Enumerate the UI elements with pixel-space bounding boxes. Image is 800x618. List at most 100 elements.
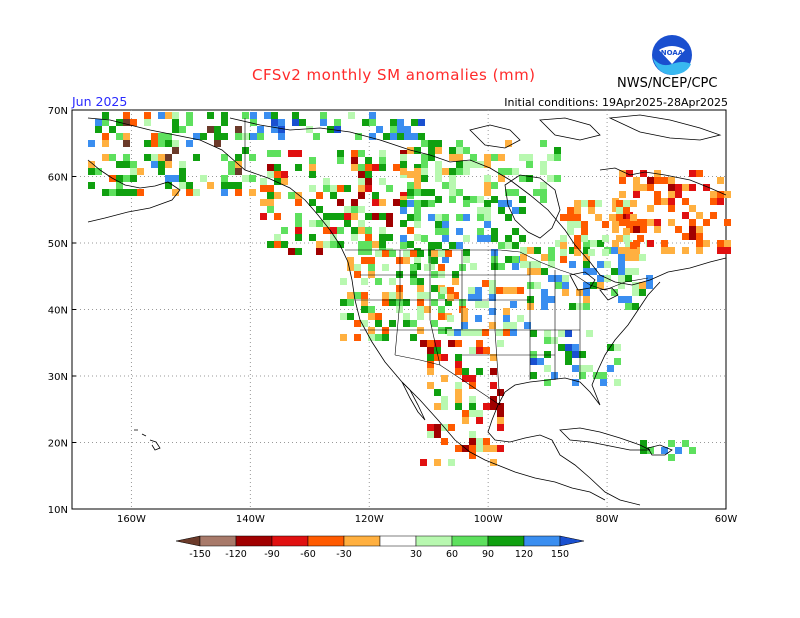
anomaly-cell [647,219,654,226]
anomaly-cell [696,170,703,177]
lon-tick-label: 140W [236,514,265,525]
anomaly-cell [428,242,435,249]
anomaly-cell [682,247,689,254]
anomaly-cell [489,280,496,287]
anomaly-cell [484,214,491,221]
cuba [559,427,651,451]
anomaly-cell [347,257,354,264]
anomaly-cell [675,226,682,233]
anomaly-cell [365,164,372,171]
anomaly-cell [661,447,668,454]
anomaly-cell [562,282,569,289]
anomaly-cell [510,301,517,308]
anomaly-cell [668,247,675,254]
anomaly-cell [130,161,137,168]
legend-swatch [487,535,525,547]
anomaly-cell [496,329,503,336]
anomaly-cell [477,235,484,242]
anomaly-cell [368,264,375,271]
anomaly-cell [179,126,186,133]
anomaly-cell [271,119,278,126]
anomaly-cell [565,358,572,365]
anomaly-cell [468,287,475,294]
anomaly-cell [459,264,466,271]
anomaly-cell [558,344,565,351]
anomaly-cell [424,264,431,271]
anomaly-cell [334,119,341,126]
anomaly-cell [639,289,646,296]
anomaly-cell [361,299,368,306]
anomaly-cell [468,294,475,301]
anomaly-cell [306,126,313,133]
noaa-logo-icon: NOAA [652,35,692,75]
anomaly-cell [330,227,337,234]
anomaly-cell [421,189,428,196]
anomaly-cell [144,140,151,147]
anomaly-cell [337,199,344,206]
anomaly-cell [476,368,483,375]
anomaly-cell [583,268,590,275]
anomaly-cell [400,154,407,161]
anomaly-cell [520,247,527,254]
anomaly-cell [646,282,653,289]
anomaly-cell [109,189,116,196]
anomaly-cell [569,303,576,310]
anomaly-cell [295,227,302,234]
anomaly-cell [313,133,320,140]
anomaly-cell [633,191,640,198]
anomaly-cell [527,268,534,275]
anomaly-cell [123,154,130,161]
anomaly-cell [179,161,186,168]
anomaly-cell [475,287,482,294]
anomaly-cell [382,292,389,299]
anomaly-cell [447,294,454,301]
anomaly-cell [470,196,477,203]
anomaly-cell [438,264,445,271]
anomaly-cell [602,235,609,242]
legend-label: 150 [551,549,569,560]
anomaly-cell [646,275,653,282]
anomaly-cell [274,213,281,220]
anomaly-cell [372,192,379,199]
anomaly-cell [249,175,256,182]
anomaly-cell [123,175,130,182]
legend-label: -30 [336,549,352,560]
anomaly-cell [249,189,256,196]
anomaly-cell [710,212,717,219]
anomaly-cell [682,212,689,219]
anomaly-cell [503,315,510,322]
anomaly-cell [434,347,441,354]
anomaly-cell [347,313,354,320]
anomaly-cell [484,154,491,161]
anomaly-cell [574,214,581,221]
anomaly-cell [537,358,544,365]
anomaly-cell [361,278,368,285]
anomaly-cell [410,264,417,271]
anomaly-cell [560,256,567,263]
anomaly-cell [448,340,455,347]
anomaly-cell [482,280,489,287]
anomaly-cell [179,182,186,189]
anomaly-cell [295,234,302,241]
anomaly-cell [654,198,661,205]
anomaly-cell [534,282,541,289]
anomaly-cell [130,189,137,196]
anomaly-cell [323,185,330,192]
anomaly-cell [618,254,625,261]
anomaly-cell [470,263,477,270]
anomaly-cell [407,241,414,248]
anomaly-cell [424,292,431,299]
anomaly-cell [421,154,428,161]
logo-text: NOAA [661,49,684,57]
anomaly-cell [427,431,434,438]
anomaly-cell [344,213,351,220]
lat-tick-label: 10N [48,505,68,516]
anomaly-cell [476,340,483,347]
anomaly-cell [351,157,358,164]
anomaly-cell [278,119,285,126]
anomaly-cell [257,133,264,140]
anomaly-cell [618,282,625,289]
anomaly-cell [400,168,407,175]
anomaly-cell [386,234,393,241]
anomaly-cell [260,199,267,206]
